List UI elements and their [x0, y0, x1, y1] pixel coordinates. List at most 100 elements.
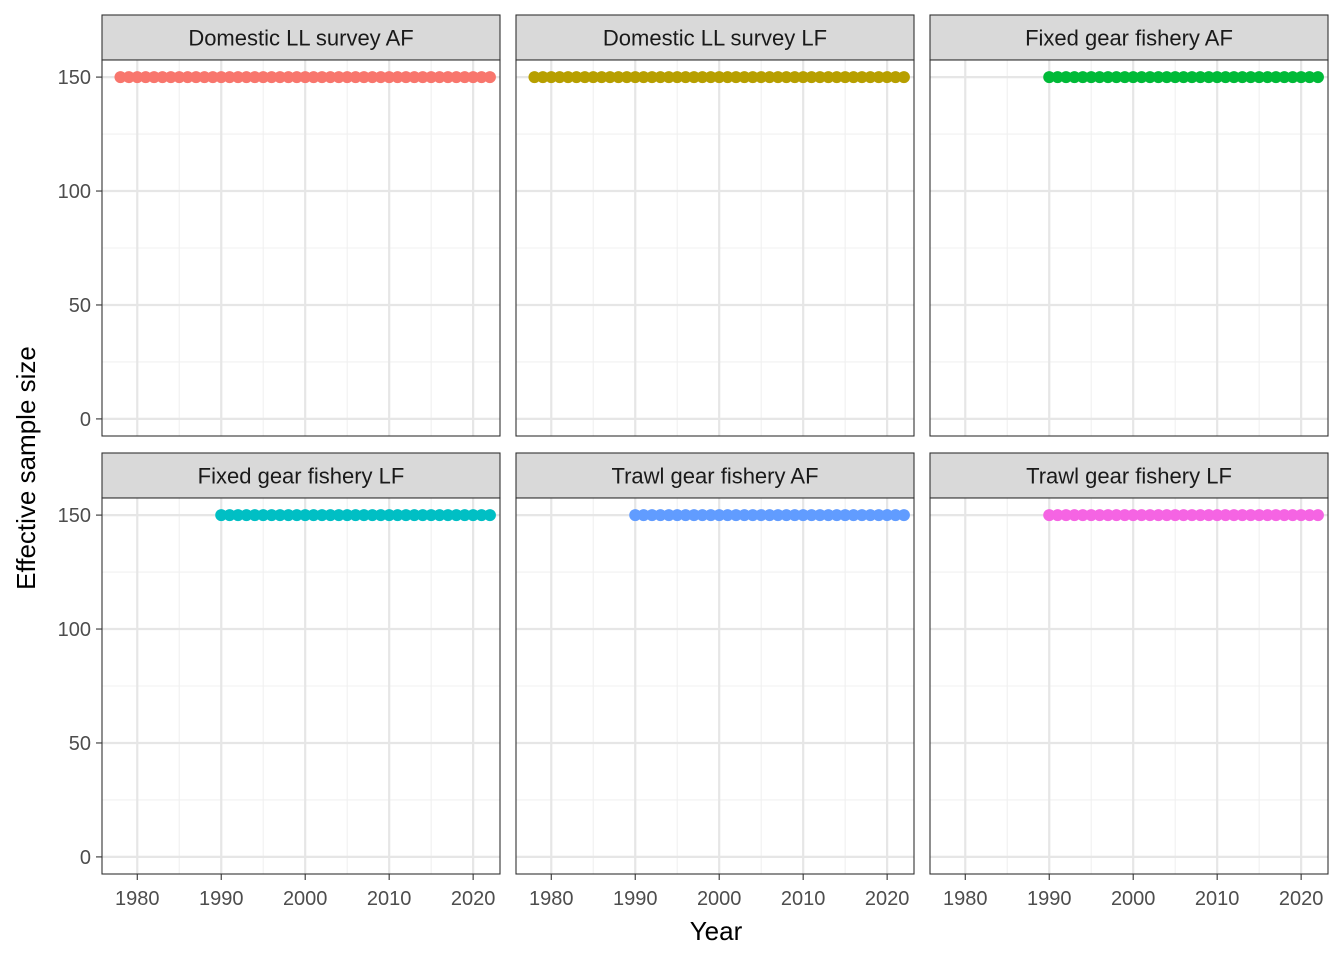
- panel-border: [101, 59, 501, 437]
- y-axis-title: Effective sample size: [11, 346, 41, 590]
- data-point: [1194, 71, 1207, 84]
- data-point: [679, 71, 692, 84]
- data-point: [181, 71, 194, 84]
- data-point: [1211, 509, 1224, 522]
- data-point: [467, 509, 480, 522]
- data-point: [374, 509, 387, 522]
- data-point: [1261, 71, 1274, 84]
- data-point: [1286, 509, 1299, 522]
- y-tick-label: 50: [69, 733, 91, 755]
- panel-border: [515, 59, 915, 437]
- x-tick-label: 2010: [781, 888, 826, 910]
- data-point: [240, 71, 253, 84]
- data-point: [232, 71, 245, 84]
- data-point: [1051, 509, 1064, 522]
- data-point: [822, 71, 835, 84]
- data-point: [332, 509, 345, 522]
- data-point: [830, 71, 843, 84]
- facet-title: Trawl gear fishery AF: [611, 464, 818, 489]
- x-tick-label: 1980: [529, 888, 574, 910]
- x-tick-label: 1980: [115, 888, 160, 910]
- facet-title: Trawl gear fishery LF: [1026, 464, 1232, 489]
- data-point: [847, 71, 860, 84]
- facet-panel: Domestic LL survey AF: [101, 14, 501, 437]
- data-point: [545, 71, 558, 84]
- data-point: [704, 71, 717, 84]
- facet-panel: Domestic LL survey LF: [515, 14, 915, 437]
- data-point: [349, 71, 362, 84]
- data-point: [215, 509, 228, 522]
- data-point: [1135, 509, 1148, 522]
- data-point: [307, 71, 320, 84]
- data-point: [1160, 71, 1173, 84]
- data-point: [872, 509, 885, 522]
- data-point: [458, 509, 471, 522]
- data-point: [679, 509, 692, 522]
- data-point: [1269, 71, 1282, 84]
- data-point: [763, 509, 776, 522]
- facet-strip: [929, 452, 1329, 499]
- data-point: [671, 509, 684, 522]
- data-point: [450, 71, 463, 84]
- data-point: [467, 71, 480, 84]
- data-point: [1185, 71, 1198, 84]
- data-point: [1127, 71, 1140, 84]
- data-point: [139, 71, 152, 84]
- data-point: [290, 509, 303, 522]
- data-point: [1253, 509, 1266, 522]
- data-point: [206, 71, 219, 84]
- data-point: [696, 509, 709, 522]
- facet-strip: [515, 14, 915, 61]
- data-point: [830, 509, 843, 522]
- data-point: [1068, 71, 1081, 84]
- data-point: [721, 71, 734, 84]
- data-point: [391, 509, 404, 522]
- data-point: [654, 71, 667, 84]
- data-point: [341, 509, 354, 522]
- data-point: [156, 71, 169, 84]
- data-point: [1118, 71, 1131, 84]
- data-point: [688, 71, 701, 84]
- data-point: [450, 509, 463, 522]
- data-point: [383, 71, 396, 84]
- facet-title: Fixed gear fishery AF: [1025, 26, 1233, 51]
- data-point: [299, 71, 312, 84]
- data-point: [1076, 509, 1089, 522]
- data-point: [1043, 509, 1056, 522]
- data-point: [1043, 71, 1056, 84]
- data-point: [1152, 71, 1165, 84]
- facet-title: Fixed gear fishery LF: [198, 464, 405, 489]
- data-point: [872, 71, 885, 84]
- data-point: [797, 509, 810, 522]
- data-point: [441, 509, 454, 522]
- data-point: [780, 509, 793, 522]
- data-point: [1143, 509, 1156, 522]
- data-point: [662, 71, 675, 84]
- facet-panel: Trawl gear fishery AF: [515, 452, 915, 875]
- data-point: [1060, 509, 1073, 522]
- data-point: [813, 71, 826, 84]
- data-point: [148, 71, 161, 84]
- data-point: [1269, 509, 1282, 522]
- data-point: [713, 71, 726, 84]
- x-tick-label: 2000: [283, 888, 328, 910]
- data-point: [1295, 71, 1308, 84]
- data-point: [458, 71, 471, 84]
- data-point: [1127, 509, 1140, 522]
- data-point: [1085, 509, 1098, 522]
- data-point: [164, 71, 177, 84]
- data-point: [620, 71, 633, 84]
- data-point: [1236, 509, 1249, 522]
- y-tick-label: 0: [80, 847, 91, 869]
- data-point: [595, 71, 608, 84]
- data-point: [1202, 509, 1215, 522]
- data-point: [1303, 71, 1316, 84]
- facet-panels: Domestic LL survey AF Domestic LL survey …: [101, 14, 1329, 875]
- data-point: [1152, 509, 1165, 522]
- y-tick-label: 0: [80, 409, 91, 431]
- data-point: [746, 509, 759, 522]
- data-point: [1110, 509, 1123, 522]
- data-point: [771, 71, 784, 84]
- data-point: [240, 509, 253, 522]
- facet-strip: [101, 14, 501, 61]
